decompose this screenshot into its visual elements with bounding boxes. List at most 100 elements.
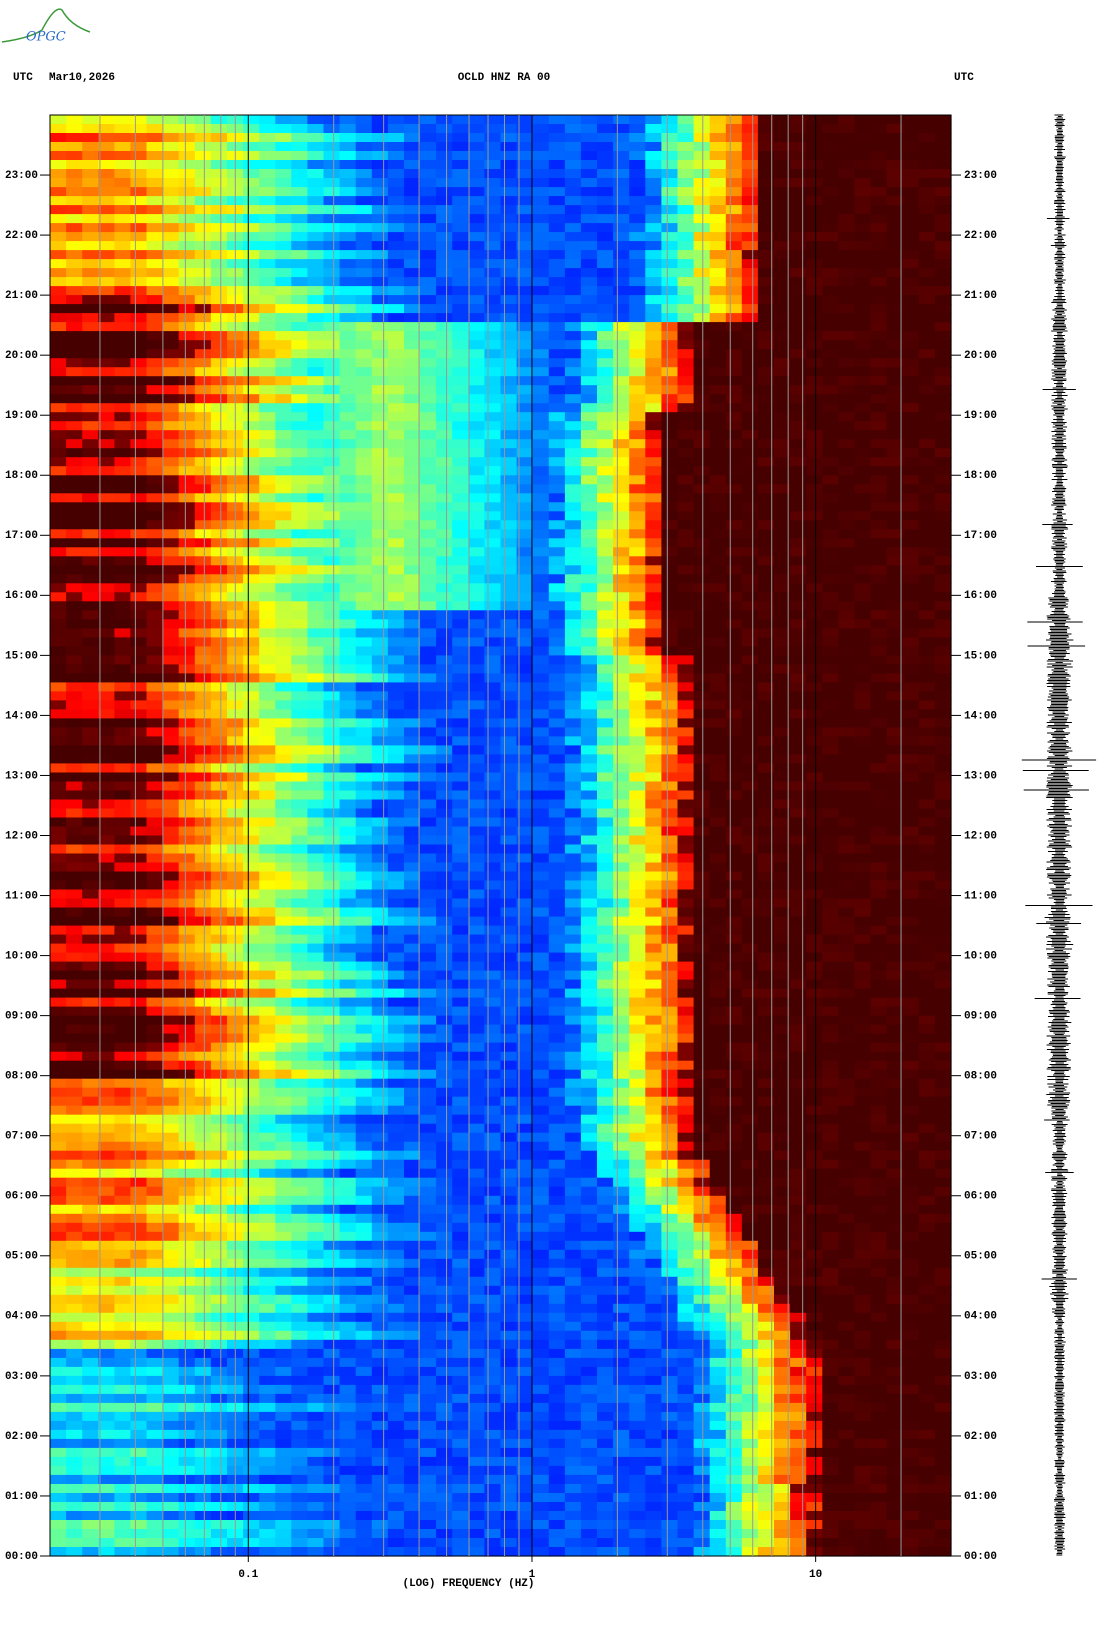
spectrogram-cell [532,655,550,665]
spectrogram-cell [178,898,196,909]
spectrogram-cell [677,367,695,377]
spectrogram-cell [323,898,341,909]
spectrogram-cell [548,250,566,260]
spectrogram-cell [484,466,502,476]
spectrogram-cell [82,772,99,783]
spectrogram-cell [902,898,920,909]
spectrogram-cell [210,160,228,170]
spectrogram-cell [806,799,823,810]
spectrogram-cell [178,538,196,548]
spectrogram-cell [516,430,534,440]
spectrogram-cell [371,457,389,467]
spectrogram-cell [580,592,598,602]
spectrogram-cell [790,610,807,620]
spectrogram-cell [114,466,132,476]
spectrogram-cell [291,403,308,413]
spectrogram-cell [918,214,936,224]
spectrogram-cell [838,340,856,350]
spectrogram-cell [307,880,325,891]
spectrogram-cell [98,268,115,278]
spectrogram-cell [243,484,260,494]
spectrogram-cell [564,295,582,305]
spectrogram-cell [66,745,83,755]
spectrogram-cell [790,763,807,773]
spectrogram-cell [50,511,67,521]
spectrogram-cell [918,637,936,647]
spectrogram-cell [339,124,357,134]
spectrogram-cell [580,844,598,855]
spectrogram-cell [790,394,807,404]
spectrogram-cell [82,628,99,638]
spectrogram-cell [516,250,534,260]
spectrogram-cell [468,250,485,260]
spectrogram-cell [709,484,727,494]
spectrogram-cell [291,502,308,512]
spectrogram-cell [98,646,115,656]
spectrogram-cell [886,619,904,629]
spectrogram-cell [516,736,534,746]
spectrogram-cell [98,664,115,674]
spectrogram-cell [66,502,83,512]
spectrogram-cell [629,124,646,134]
spectrogram-cell [452,817,469,828]
spectrogram-cell [902,133,920,143]
spectrogram-cell [709,493,727,503]
spectrogram-cell [597,808,614,819]
spectrogram-cell [452,619,469,629]
spectrogram-cell [50,304,67,314]
spectrogram-cell [404,502,421,512]
spectrogram-cell [387,430,405,440]
spectrogram-cell [210,214,228,224]
spectrogram-cell [838,817,856,828]
spectrogram-cell [162,457,180,467]
spectrogram-cell [436,646,453,656]
spectrogram-cell [532,574,550,584]
spectrogram-cell [693,223,711,233]
spectrogram-cell [291,142,308,152]
spectrogram-cell [50,547,67,557]
spectrogram-cell [934,241,952,251]
spectrogram-cell [436,529,453,539]
spectrogram-cell [597,313,614,323]
spectrogram-cell [130,718,148,728]
spectrogram-cell [323,484,341,494]
spectrogram-cell [323,538,341,548]
spectrogram-cell [693,583,711,593]
spectrogram-cell [774,637,791,647]
spectrogram-cell [902,322,920,332]
spectrogram-cell [210,682,228,692]
spectrogram-cell [371,376,389,386]
spectrogram-cell [130,736,148,746]
spectrogram-cell [709,835,727,846]
spectrogram-cell [886,268,904,278]
spectrogram-cell [741,826,759,837]
spectrogram-cell [50,646,67,656]
spectrogram-cell [130,592,148,602]
spectrogram-cell [307,367,325,377]
spectrogram-cell [484,880,502,891]
spectrogram-cell [918,178,936,188]
spectrogram-cell [259,502,276,512]
spectrogram-cell [580,430,598,440]
spectrogram-cell [404,637,421,647]
spectrogram-cell [548,358,566,368]
spectrogram-cell [548,466,566,476]
spectrogram-cell [645,646,662,656]
spectrogram-cell [307,853,325,864]
spectrogram-cell [564,403,582,413]
spectrogram-cell [806,484,823,494]
spectrogram-cell [902,583,920,593]
spectrogram-cell [661,718,679,728]
spectrogram-cell [757,826,775,837]
spectrogram-cell [307,619,325,629]
spectrogram-cell [210,565,228,575]
spectrogram-cell [661,853,679,864]
spectrogram-cell [741,358,759,368]
spectrogram-cell [629,700,646,710]
spectrogram-cell [548,421,566,431]
spectrogram-cell [532,349,550,359]
spectrogram-cell [275,817,292,828]
spectrogram-cell [516,592,534,602]
spectrogram-cell [323,547,341,557]
spectrogram-cell [613,349,630,359]
